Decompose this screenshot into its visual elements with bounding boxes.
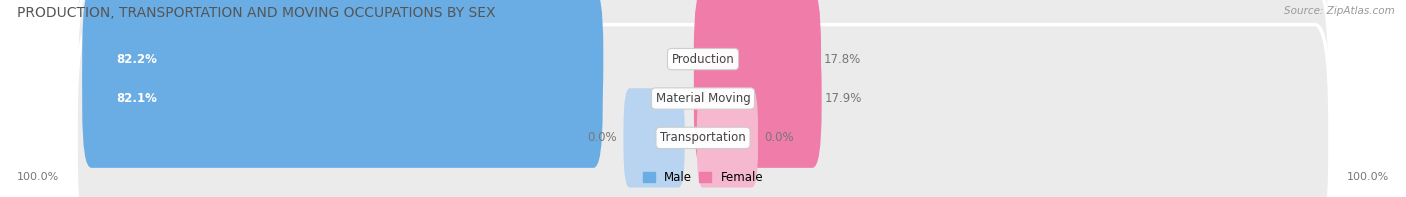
Text: PRODUCTION, TRANSPORTATION AND MOVING OCCUPATIONS BY SEX: PRODUCTION, TRANSPORTATION AND MOVING OC… [17, 6, 495, 20]
FancyBboxPatch shape [693, 29, 821, 168]
FancyBboxPatch shape [693, 0, 821, 128]
FancyBboxPatch shape [697, 88, 758, 188]
Text: 17.8%: 17.8% [824, 53, 862, 66]
Text: Transportation: Transportation [661, 131, 745, 144]
Text: 0.0%: 0.0% [588, 131, 617, 144]
Text: Material Moving: Material Moving [655, 92, 751, 105]
Legend: Male, Female: Male, Female [638, 167, 768, 189]
FancyBboxPatch shape [623, 88, 685, 188]
Text: 0.0%: 0.0% [765, 131, 794, 144]
Text: 17.9%: 17.9% [825, 92, 862, 105]
FancyBboxPatch shape [76, 0, 1330, 197]
Text: Production: Production [672, 53, 734, 66]
FancyBboxPatch shape [76, 25, 1330, 197]
Text: Source: ZipAtlas.com: Source: ZipAtlas.com [1284, 6, 1395, 16]
FancyBboxPatch shape [76, 0, 1330, 172]
Text: 100.0%: 100.0% [17, 172, 59, 182]
Text: 82.1%: 82.1% [115, 92, 156, 105]
Text: 82.2%: 82.2% [115, 53, 156, 66]
FancyBboxPatch shape [82, 29, 603, 168]
FancyBboxPatch shape [82, 0, 603, 128]
Text: 100.0%: 100.0% [1347, 172, 1389, 182]
